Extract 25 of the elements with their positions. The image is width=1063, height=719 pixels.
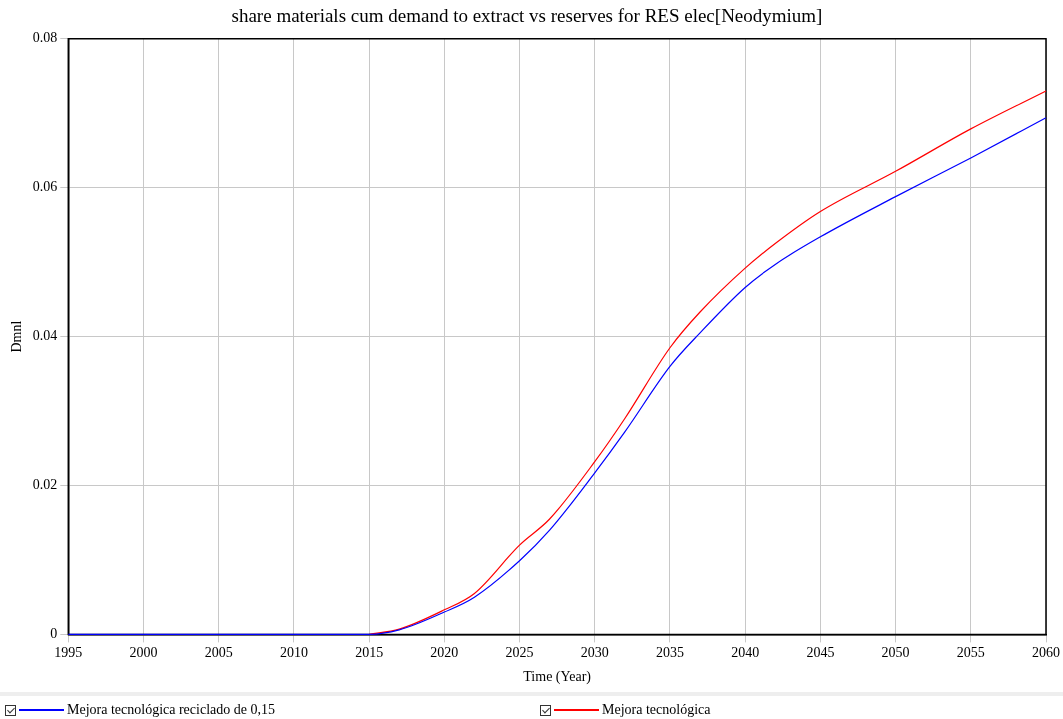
x-tick-label: 2060 <box>1032 645 1060 661</box>
y-tick-label: 0.04 <box>32 328 58 344</box>
x-tick-label: 2055 <box>956 645 985 661</box>
x-tick-label: 2030 <box>580 645 609 661</box>
x-tick-label: 2020 <box>430 645 459 661</box>
legend-label: Mejora tecnológica reciclado de 0,15 <box>67 702 275 718</box>
x-tick-label: 2035 <box>655 645 684 661</box>
y-tick-label: 0.02 <box>32 477 58 493</box>
x-tick-label: 1995 <box>54 645 83 661</box>
y-axis-title: Dmnl <box>9 320 25 353</box>
legend-label: Mejora tecnológica <box>602 702 711 718</box>
x-tick-label: 2005 <box>204 645 233 661</box>
x-tick-label: 2040 <box>731 645 760 661</box>
y-tick-label: 0.06 <box>32 179 58 195</box>
line-series <box>368 90 1047 635</box>
x-tick-label: 2045 <box>806 645 835 661</box>
x-tick-label: 2000 <box>129 645 158 661</box>
y-tick-label: 0 <box>50 626 58 642</box>
y-tick-label: 0.08 <box>32 30 58 46</box>
x-tick-label: 2015 <box>355 645 384 661</box>
chart-title: share materials cum demand to extract vs reserves for RES elec[Neodymium] <box>231 5 823 27</box>
x-tick-label: 2010 <box>279 645 308 661</box>
x-axis-title: Time (Year) <box>523 669 592 686</box>
x-tick-label: 2050 <box>881 645 910 661</box>
x-tick-label: 2025 <box>505 645 534 661</box>
